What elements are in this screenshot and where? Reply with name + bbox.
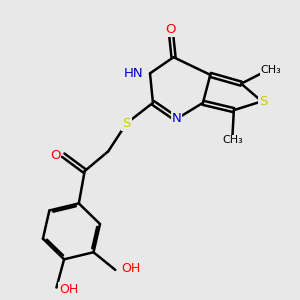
- Text: O: O: [165, 23, 176, 36]
- Text: N: N: [172, 112, 182, 125]
- Text: CH₃: CH₃: [222, 136, 243, 146]
- Text: O: O: [50, 149, 60, 162]
- Text: S: S: [122, 117, 131, 130]
- Text: OH: OH: [121, 262, 140, 275]
- Text: OH: OH: [59, 283, 79, 296]
- Text: S: S: [259, 95, 267, 108]
- Text: CH₃: CH₃: [261, 65, 282, 75]
- Text: HN: HN: [124, 67, 143, 80]
